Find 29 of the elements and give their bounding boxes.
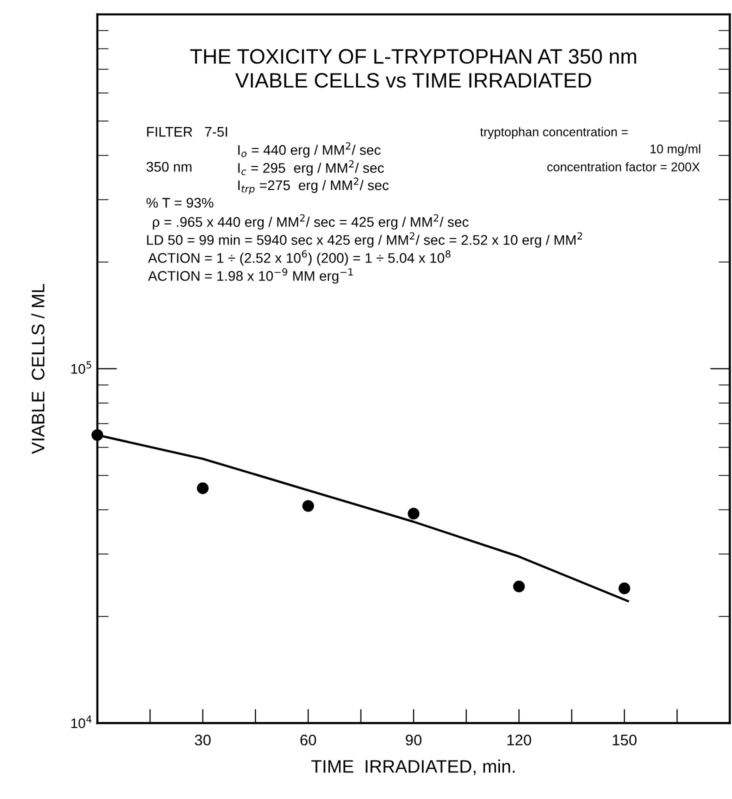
point (92, 429, 104, 441)
annotation: ACTION = 1 ÷ (2.52 x 10$^{6}$) (200) = 1 ÷ 5.04 x 10$^{8}$ (148, 250, 450, 266)
annotation: ρ = .965 x 440 erg / MM$^{2}$/ sec = 425 erg / MM$^{2}$/ sec (152, 214, 469, 230)
annotation: LD 50 = 99 min = 5940 sec x 425 erg / MM$^{2}$/ sec = 2.52 x 10 erg / MM$^{2}$ (147, 232, 582, 248)
annotation: FILTER 7-5I (147, 127, 228, 137)
point (513, 580, 525, 592)
annotation: I$_{c}$ = 295 erg / MM$^{2}$/ sec (238, 160, 384, 176)
y-tick-label: 10$^{5}$ (71, 361, 92, 374)
point (302, 500, 314, 512)
y-tick-label: 10$^{4}$ (71, 716, 92, 728)
x-tick-label: 60 (300, 734, 316, 746)
y-axis-title: VIABLE CELLS / ML (31, 284, 44, 454)
annotation: concentration factor = 200X (547, 162, 700, 172)
annotation: 10 mg/ml (650, 144, 700, 156)
point (618, 582, 630, 594)
annotation: ACTION = 1.98 x 10$^{−9}$ MM erg$^{−1}$ (148, 268, 353, 284)
x-tick-label: 120 (507, 734, 532, 746)
point (196, 482, 209, 494)
text: THE TOXICITY OF L-TRYPTOPHAN AT 350 nm VIABLE CELLS vs TIME IRRADIATED (190, 49, 636, 88)
x-axis-title: TIME IRRADIATED, min. (311, 760, 515, 775)
point (408, 508, 420, 520)
x-tick-label: 30 (194, 734, 211, 746)
x-tick-label: 90 (406, 734, 422, 746)
annotation: 350 nm (146, 162, 192, 172)
x-tick-label: 150 (612, 734, 637, 746)
annotation: tryptophan concentration = (480, 127, 628, 139)
annotation: I$_{o}$ = 440 erg / MM$^{2}$/ sec (238, 142, 381, 158)
annotation: I$_{trp}$ =275 erg / MM$^{2}$/ sec (238, 178, 389, 194)
annotation: % T = 93% (146, 198, 214, 208)
